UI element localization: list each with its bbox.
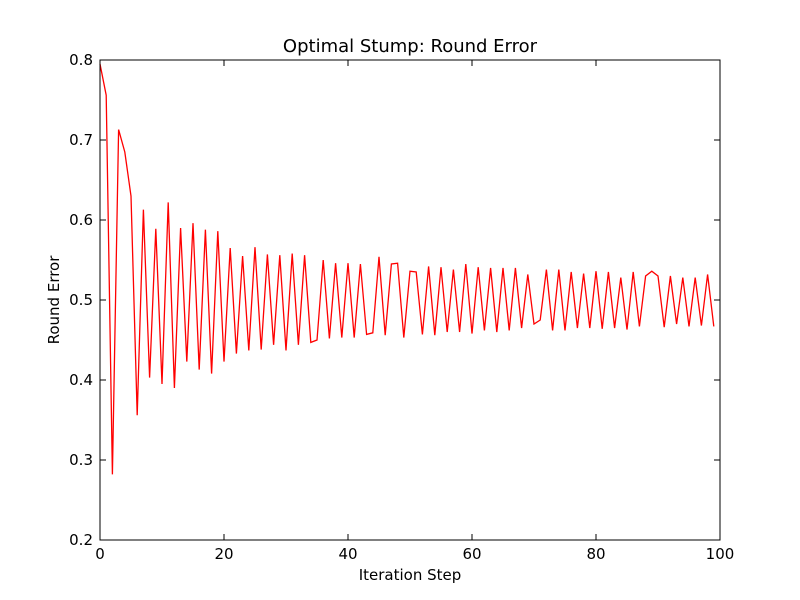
y-tick-label: 0.2: [69, 531, 93, 549]
chart-title: Optimal Stump: Round Error: [283, 36, 538, 57]
y-tick-label: 0.3: [69, 451, 93, 469]
x-tick-label: 20: [214, 545, 233, 563]
x-tick-label: 40: [338, 545, 357, 563]
plot-area: [100, 60, 720, 540]
x-tick-label: 80: [586, 545, 605, 563]
y-tick-label: 0.4: [69, 371, 93, 389]
x-tick-label: 0: [95, 545, 105, 563]
y-tick-label: 0.6: [69, 211, 93, 229]
y-tick-label: 0.8: [69, 51, 93, 69]
x-tick-label: 60: [462, 545, 481, 563]
plot-frame: [99, 59, 721, 541]
x-tick-label: 100: [706, 545, 735, 563]
series-line-0: [99, 63, 715, 475]
y-axis-title: Round Error: [45, 255, 63, 345]
y-tick-label: 0.7: [69, 131, 93, 149]
x-axis-title: Iteration Step: [359, 566, 462, 584]
y-tick-label: 0.5: [69, 291, 93, 309]
series-layer: [99, 63, 715, 475]
